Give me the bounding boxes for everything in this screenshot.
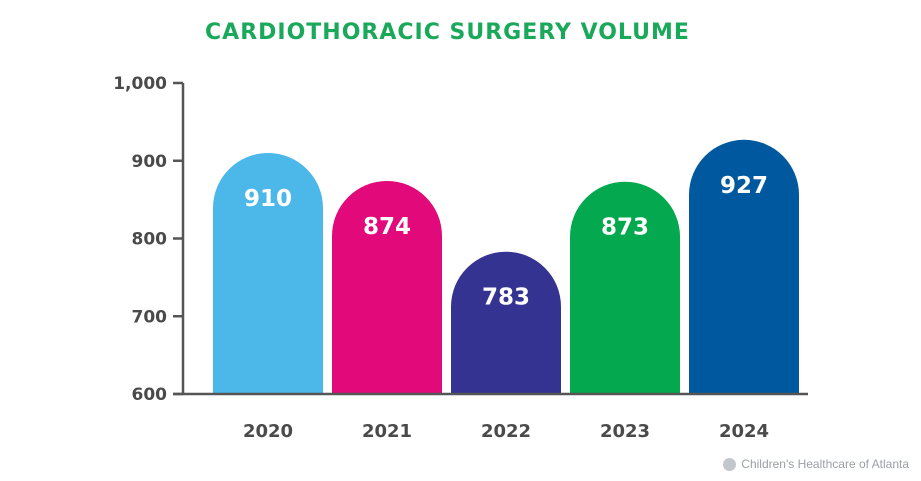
bar <box>332 180 442 394</box>
y-tick-label: 800 <box>132 230 168 250</box>
bar-value-label: 927 <box>720 173 768 199</box>
x-axis-ticks: 2020 2021 2022 2023 2024 <box>243 421 769 442</box>
credit: Children's Healthcare of Atlanta <box>723 457 909 471</box>
bar-value-label: 874 <box>363 214 411 240</box>
bar-value-labels: 910 874 783 873 927 <box>244 173 768 311</box>
x-tick-label: 2022 <box>481 421 531 442</box>
y-tick-label: 900 <box>132 152 168 172</box>
y-tick-label: 600 <box>132 385 168 405</box>
chart-title: CARDIOTHORACIC SURGERY VOLUME <box>205 20 690 45</box>
bar-value-label: 910 <box>244 186 292 212</box>
x-tick-label: 2024 <box>719 421 769 442</box>
bar <box>451 251 561 394</box>
y-axis-ticks: 600 700 800 900 1,000 <box>113 74 183 405</box>
bar <box>213 153 323 394</box>
x-tick-label: 2020 <box>243 421 293 442</box>
y-tick-label: 1,000 <box>113 74 167 94</box>
x-tick-label: 2023 <box>600 421 650 442</box>
bars <box>213 139 799 394</box>
bar-value-label: 783 <box>482 285 530 311</box>
bar <box>689 139 799 394</box>
axes <box>173 83 808 396</box>
bar-value-label: 873 <box>601 215 649 241</box>
circle-logo-icon <box>723 457 737 471</box>
x-tick-label: 2021 <box>362 421 412 442</box>
y-tick-label: 700 <box>132 307 168 327</box>
bar <box>570 181 680 394</box>
credit-text: Children's Healthcare of Atlanta <box>741 457 909 471</box>
